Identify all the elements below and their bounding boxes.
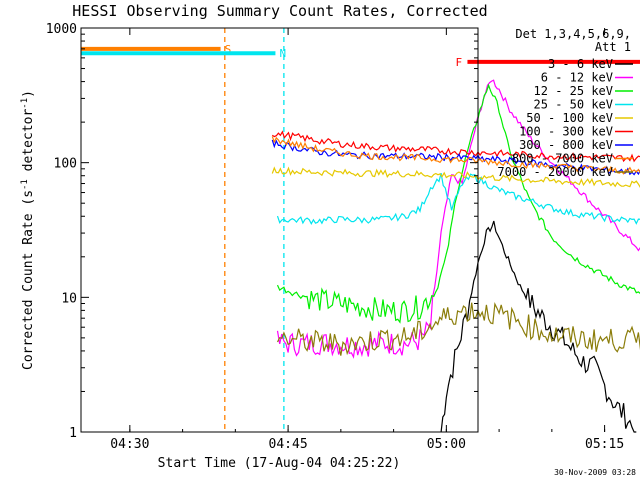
y-axis-label: Corrected Count Rate (s-1 detector-1) <box>20 90 36 370</box>
x-axis-label: Start Time (17-Aug-04 04:25:22) <box>158 456 401 471</box>
y-tick-label-1: 1 <box>69 426 77 441</box>
series-line-6-12-kev <box>276 79 640 359</box>
x-tick-label-04-30: 04:30 <box>110 437 149 452</box>
legend-header-attenuator: Att 1 <box>595 40 631 54</box>
x-tick-label-05-15: 05:15 <box>585 437 624 452</box>
legend-label-25-50-kev: 25 - 50 keV <box>534 98 613 112</box>
x-tick-label-05-00: 05:00 <box>427 437 466 452</box>
legend-label-12-25-kev: 12 - 25 keV <box>534 84 613 98</box>
series-line-300-800-kev <box>271 139 640 176</box>
y-tick-label-10: 10 <box>61 291 77 306</box>
legend-label-3-6-kev: 3 - 6 keV <box>548 57 613 71</box>
x-tick-label-04-45: 04:45 <box>269 437 308 452</box>
series-line-50-100-kev <box>271 166 640 189</box>
y-tick-label-100: 100 <box>54 157 77 172</box>
y-tick-label-1000: 1000 <box>46 22 77 37</box>
annotation-label-s: S <box>225 43 232 56</box>
series-line-25-50-kev <box>276 172 640 225</box>
series-line-12-25-kev <box>276 83 640 324</box>
series-line-800-7000-kev <box>271 136 640 175</box>
legend-label-50-100-kev: 50 - 100 keV <box>526 111 613 125</box>
legend-label-100-300-kev: 100 - 300 keV <box>519 125 613 139</box>
annotation-label-f: F <box>455 56 462 69</box>
plot-frame <box>80 27 479 433</box>
data-layer: S N F <box>81 28 640 433</box>
series-line-3-6-kev <box>440 220 637 433</box>
legend-header-detectors: Det 1,3,4,5,6,9, <box>515 27 631 41</box>
legend-label-6-12-kev: 6 - 12 keV <box>541 71 613 85</box>
footer-date: 30-Nov-2009 03:28 <box>554 468 636 477</box>
y-axis: 1 10 100 1000 <box>46 22 478 441</box>
legend-label-800-7000-kev: 800 - 7000 keV <box>512 152 613 166</box>
chart-title: HESSI Observing Summary Count Rates, Cor… <box>72 2 487 20</box>
series-line-100-300-kev <box>271 130 640 163</box>
annotation-label-n: N <box>279 47 286 60</box>
legend-label-7000-20000-kev: 7000 - 20000 keV <box>497 165 613 179</box>
series-line-7000-20000-kev <box>276 302 640 356</box>
legend-label-300-800-kev: 300 - 800 keV <box>519 138 613 152</box>
